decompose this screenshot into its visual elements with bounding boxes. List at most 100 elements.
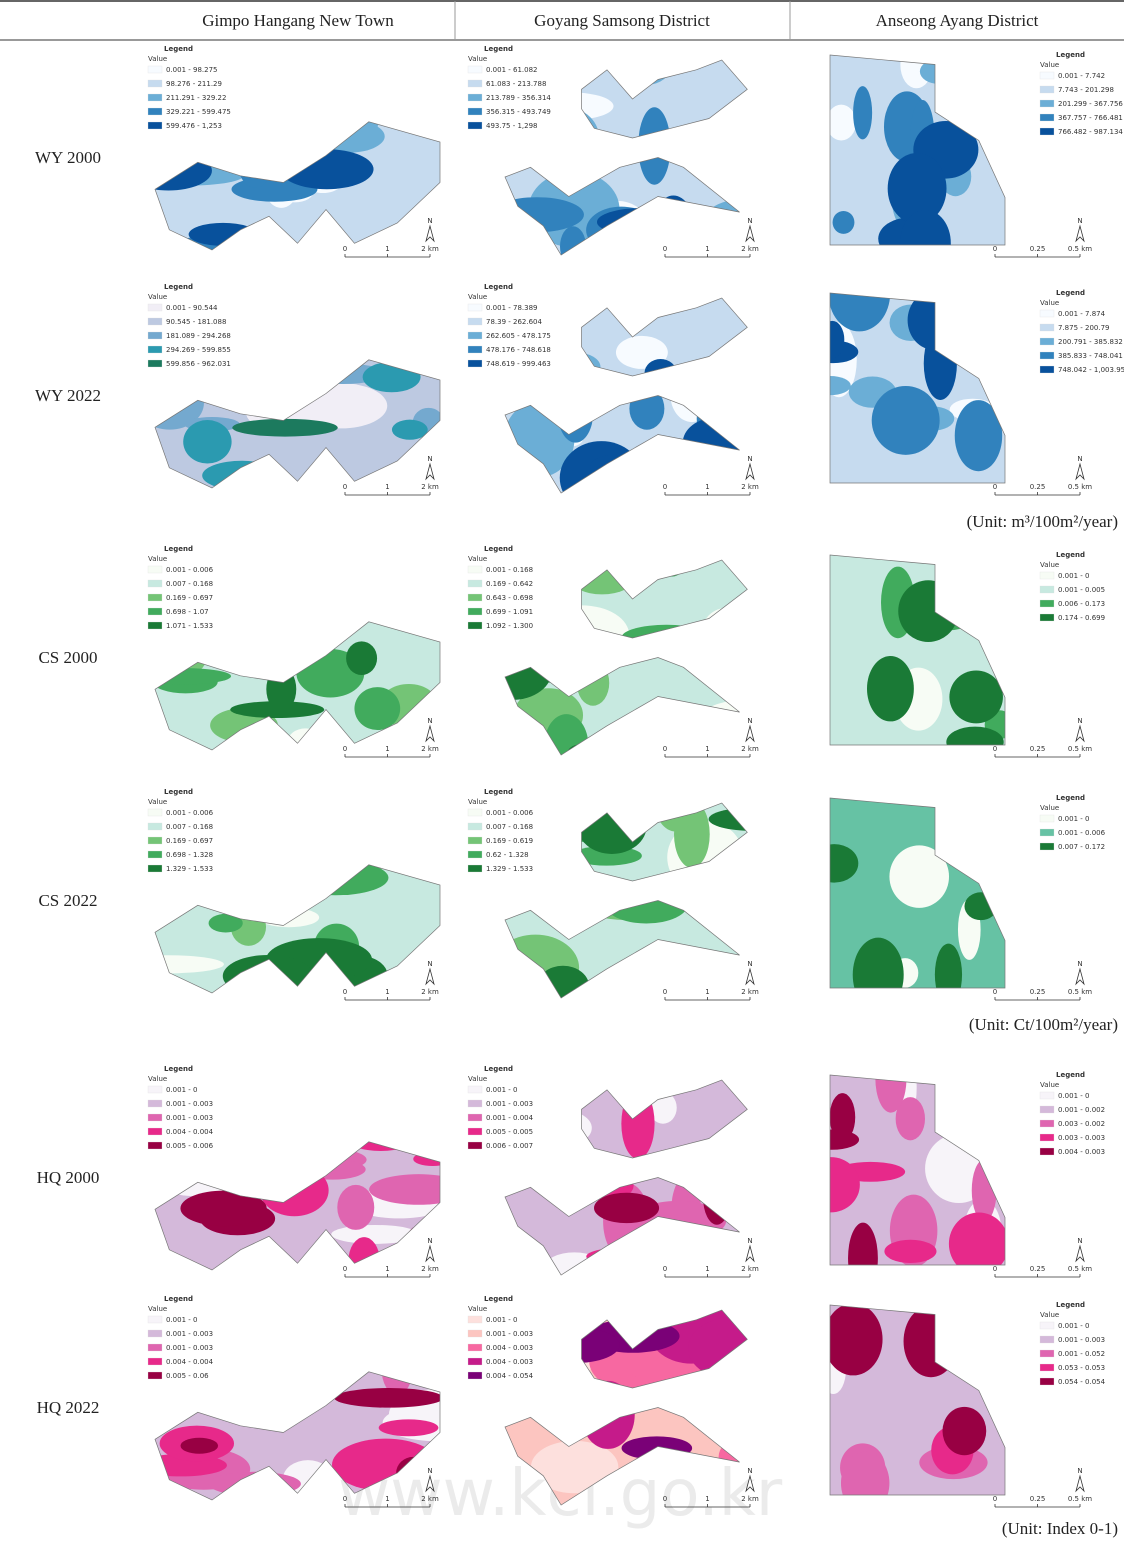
legend-swatch	[148, 823, 162, 830]
map-region	[125, 151, 212, 191]
legend-swatch	[468, 318, 482, 325]
legend-swatch	[468, 622, 482, 629]
legend-title: Legend	[1056, 51, 1085, 59]
map-region	[537, 966, 590, 1009]
legend-swatch	[148, 594, 162, 601]
legend-swatch	[1040, 1134, 1054, 1141]
legend-label: 0.001 - 0	[486, 1316, 517, 1324]
legend-subtitle: Value	[468, 555, 487, 563]
legend-swatch	[1040, 1364, 1054, 1371]
north-arrow	[746, 726, 754, 741]
legend-swatch	[1040, 128, 1054, 135]
legend-swatch	[468, 1316, 482, 1323]
legend-swatch	[1040, 1106, 1054, 1113]
north-arrow	[746, 969, 754, 984]
map	[826, 41, 1005, 276]
map-region	[560, 226, 586, 267]
legend-label: 0.174 - 0.699	[1058, 614, 1105, 622]
legend-title: Legend	[484, 1065, 513, 1073]
legend-swatch	[468, 1086, 482, 1093]
legend-swatch	[1040, 100, 1054, 107]
legend-swatch	[468, 304, 482, 311]
legend-title: Legend	[164, 545, 193, 553]
map	[501, 1080, 747, 1291]
legend-label: 0.005 - 0.006	[166, 1142, 214, 1150]
map	[125, 95, 440, 259]
map-region	[558, 382, 594, 443]
map-region	[629, 387, 664, 429]
scale-label: 1	[705, 988, 709, 996]
map-region	[337, 1185, 374, 1230]
column-title: Goyang Samsong District	[534, 11, 710, 30]
north-label: N	[427, 1467, 432, 1475]
legend-subtitle: Value	[148, 798, 167, 806]
scale-label: 0	[343, 745, 347, 753]
legend-swatch	[468, 1114, 482, 1121]
legend-swatch	[1040, 366, 1054, 373]
legend-swatch	[148, 1086, 162, 1093]
map-region	[867, 656, 914, 721]
legend-label: 0.001 - 0.003	[166, 1344, 213, 1352]
legend-label: 478.176 - 748.618	[486, 346, 551, 354]
legend-label: 0.001 - 0.004	[486, 1114, 534, 1122]
map-region	[379, 1419, 439, 1436]
legend-label: 0.001 - 0.002	[1058, 1106, 1105, 1114]
legend-swatch	[468, 332, 482, 339]
scale-label: 0.25	[1030, 745, 1046, 753]
legend-label: 0.001 - 7.742	[1058, 72, 1105, 80]
legend-title: Legend	[1056, 1071, 1085, 1079]
map-region	[181, 1438, 219, 1454]
unit-note: (Unit: m³/100m²/year)	[967, 512, 1118, 531]
north-arrow	[426, 969, 434, 984]
north-label: N	[427, 717, 432, 725]
map-region	[529, 1327, 619, 1363]
legend-swatch	[148, 1330, 162, 1337]
map-region	[346, 1126, 415, 1151]
legend-swatch	[1040, 586, 1054, 593]
north-arrow	[1076, 969, 1084, 984]
map-region	[853, 86, 872, 139]
legend-swatch	[148, 1100, 162, 1107]
legend-label: 0.006 - 0.007	[486, 1142, 533, 1150]
map-region	[848, 1223, 878, 1294]
scale-label: 0.25	[1030, 988, 1046, 996]
legend-swatch	[148, 809, 162, 816]
legend-swatch	[468, 108, 482, 115]
map-region	[889, 845, 949, 908]
legend-swatch	[148, 66, 162, 73]
map-region	[544, 714, 588, 776]
row-label: HQ 2000	[37, 1168, 100, 1187]
map-region	[567, 744, 594, 765]
map-region	[955, 71, 981, 90]
legend-swatch	[468, 851, 482, 858]
north-arrow	[426, 226, 434, 241]
north-arrow	[1076, 1246, 1084, 1261]
column-title: Anseong Ayang District	[876, 11, 1039, 30]
map-region	[621, 44, 671, 84]
legend-label: 599.476 - 1,253	[166, 122, 222, 130]
legend-subtitle: Value	[1040, 561, 1059, 569]
north-label: N	[747, 217, 752, 225]
map-region	[853, 938, 904, 1012]
legend-swatch	[1040, 1322, 1054, 1329]
legend-swatch	[148, 1344, 162, 1351]
legend-swatch	[1040, 1378, 1054, 1385]
map-region	[645, 359, 677, 387]
map-region	[973, 1314, 996, 1345]
legend-swatch	[468, 837, 482, 844]
legend-label: 0.001 - 0.006	[166, 566, 214, 574]
north-label: N	[1077, 217, 1082, 225]
map-region	[949, 1213, 1009, 1276]
map-region	[900, 210, 951, 276]
north-label: N	[747, 960, 752, 968]
legend-subtitle: Value	[1040, 299, 1059, 307]
legend-swatch	[468, 1358, 482, 1365]
map-region	[545, 1252, 604, 1282]
legend-label: 0.005 - 0.005	[486, 1128, 533, 1136]
scale-label: 0.5 km	[1068, 245, 1092, 253]
map-region	[969, 1342, 1023, 1393]
legend-subtitle: Value	[1040, 804, 1059, 812]
map-region	[621, 1088, 654, 1159]
legend-swatch	[148, 122, 162, 129]
map-region	[841, 1452, 889, 1515]
